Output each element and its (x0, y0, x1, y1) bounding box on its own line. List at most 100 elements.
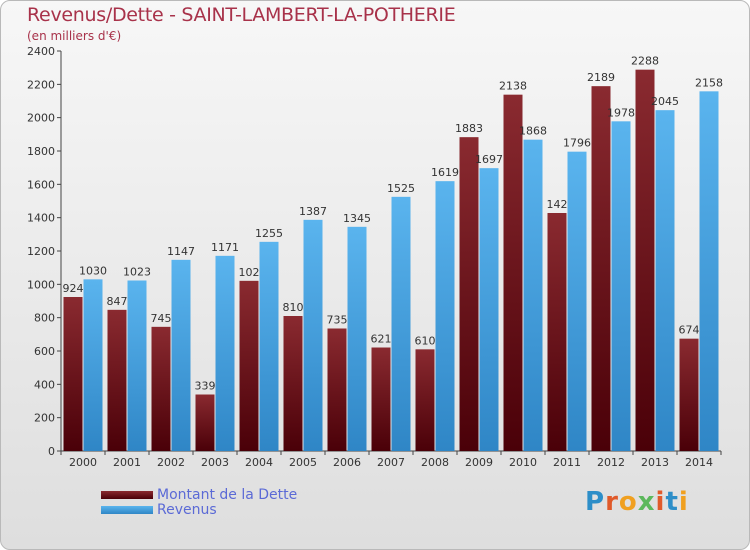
brand-letter: i (655, 487, 666, 517)
legend-item-dette: Montant de la Dette (101, 486, 298, 503)
data-label-revenus: 1147 (167, 245, 195, 258)
bar-dette (371, 347, 391, 451)
bar-dette (195, 394, 215, 451)
legend-item-revenus: Revenus (101, 501, 297, 518)
brand-letter: r (605, 487, 619, 517)
legend-label-revenus: Revenus (157, 501, 217, 518)
x-tick-label: 2003 (201, 456, 229, 469)
x-tick-label: 2001 (113, 456, 141, 469)
data-label-dette: 810 (283, 301, 304, 314)
bar-revenus (479, 168, 499, 451)
data-label-revenus: 1387 (299, 205, 327, 218)
brand-letter: t (665, 487, 679, 517)
data-label-revenus: 1030 (79, 264, 107, 277)
data-label-dette: 102 (239, 266, 260, 279)
data-label-dette: 2138 (499, 80, 527, 93)
data-label-revenus: 1619 (431, 166, 459, 179)
data-label-revenus: 1255 (255, 227, 283, 240)
bar-dette (591, 86, 611, 452)
y-tick-label: 1000 (27, 278, 55, 291)
data-label-revenus: 1023 (123, 266, 151, 279)
x-tick-label: 2006 (333, 456, 361, 469)
x-tick-label: 2002 (157, 456, 185, 469)
bar-revenus (259, 241, 279, 451)
bar-revenus (611, 121, 631, 451)
chart-title: Revenus/Dette - SAINT-LAMBERT-LA-POTHERI… (27, 4, 456, 26)
bar-dette (415, 349, 435, 451)
y-tick-label: 600 (34, 345, 55, 358)
x-tick-label: 2012 (597, 456, 625, 469)
bar-revenus (303, 219, 323, 451)
data-label-revenus: 1978 (607, 106, 635, 119)
bar-revenus (523, 139, 543, 451)
data-label-revenus: 2158 (695, 76, 723, 89)
bar-revenus (567, 151, 587, 451)
bar-dette (635, 69, 655, 452)
bar-dette (459, 137, 479, 451)
y-tick-label: 800 (34, 312, 55, 325)
bar-revenus (391, 196, 411, 451)
data-label-dette: 735 (327, 314, 348, 327)
x-tick-label: 2010 (509, 456, 537, 469)
y-tick-label: 2000 (27, 112, 55, 125)
bar-dette (151, 326, 171, 451)
data-label-dette: 339 (195, 380, 216, 393)
y-tick-label: 400 (34, 378, 55, 391)
bar-revenus (435, 181, 455, 451)
data-label-dette: 2288 (631, 55, 659, 68)
brand-letter: o (618, 487, 638, 517)
legend-label-dette: Montant de la Dette (157, 486, 298, 503)
bar-revenus (347, 226, 367, 451)
y-tick-label: 1400 (27, 212, 55, 225)
chart-subtitle: (en milliers d'€) (27, 29, 122, 43)
data-label-revenus: 1697 (475, 153, 503, 166)
y-tick-label: 0 (48, 445, 55, 458)
bar-revenus (127, 280, 147, 451)
y-tick-label: 1200 (27, 245, 55, 258)
x-tick-label: 2007 (377, 456, 405, 469)
bar-revenus (655, 110, 675, 452)
legend: Montant de la Dette Revenus (101, 486, 298, 518)
data-label-dette: 2189 (587, 71, 615, 84)
x-tick-label: 2000 (69, 456, 97, 469)
bar-dette (63, 297, 83, 451)
bar-dette (107, 309, 127, 451)
legend-swatch-revenus (101, 505, 153, 514)
data-label-revenus: 1868 (519, 125, 547, 138)
data-label-revenus: 1525 (387, 182, 415, 195)
x-tick-label: 2014 (685, 456, 713, 469)
data-label-revenus: 2045 (651, 95, 679, 108)
brand-letter: x (637, 487, 656, 517)
data-label-revenus: 1796 (563, 137, 591, 150)
data-label-dette: 142 (547, 198, 568, 211)
legend-swatch-dette (101, 490, 153, 499)
bar-dette (283, 316, 303, 451)
brand-letter: P (585, 487, 606, 517)
brand-letter: i (678, 487, 689, 517)
data-label-revenus: 1171 (211, 241, 239, 254)
y-tick-label: 2200 (27, 78, 55, 91)
bar-dette (239, 280, 259, 451)
data-label-dette: 610 (415, 334, 436, 347)
y-tick-label: 1600 (27, 178, 55, 191)
bar-dette (547, 213, 567, 451)
y-tick-label: 200 (34, 412, 55, 425)
x-tick-label: 2011 (553, 456, 581, 469)
bar-revenus (171, 259, 191, 451)
x-tick-label: 2004 (245, 456, 273, 469)
bar-dette (327, 328, 347, 451)
bar-dette (679, 338, 699, 451)
x-tick-label: 2008 (421, 456, 449, 469)
bar-revenus (83, 279, 103, 451)
bar-revenus (215, 255, 235, 451)
x-tick-label: 2005 (289, 456, 317, 469)
x-tick-label: 2013 (641, 456, 669, 469)
data-label-dette: 847 (107, 295, 128, 308)
data-label-dette: 674 (679, 324, 700, 337)
bar-dette (503, 94, 523, 452)
data-label-dette: 745 (151, 312, 172, 325)
y-tick-label: 2400 (27, 45, 55, 58)
y-tick-label: 1800 (27, 145, 55, 158)
